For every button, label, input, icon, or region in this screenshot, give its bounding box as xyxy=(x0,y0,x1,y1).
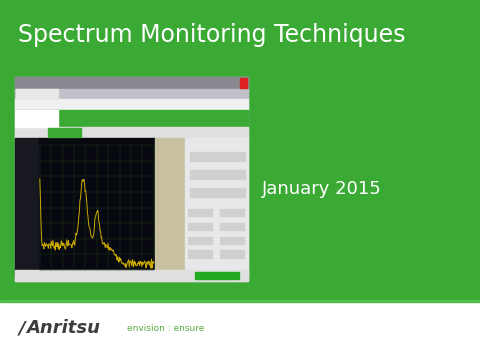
Bar xyxy=(15,138,38,277)
Bar xyxy=(15,110,59,127)
Bar xyxy=(15,99,248,110)
Text: Spectrum Monitoring Techniques: Spectrum Monitoring Techniques xyxy=(18,23,406,48)
Bar xyxy=(189,209,213,217)
Bar xyxy=(0,301,480,302)
Bar xyxy=(15,77,248,281)
Bar xyxy=(0,0,480,301)
Bar xyxy=(15,270,248,281)
Bar xyxy=(240,78,247,87)
Bar xyxy=(189,237,213,245)
Bar xyxy=(15,89,248,99)
Bar xyxy=(16,89,58,99)
Bar xyxy=(155,138,185,277)
Text: Anritsu: Anritsu xyxy=(26,319,100,337)
Bar xyxy=(220,209,245,217)
Text: January 2015: January 2015 xyxy=(262,180,381,198)
Bar xyxy=(15,110,248,127)
Text: /: / xyxy=(18,319,25,337)
Bar xyxy=(195,272,239,279)
Bar xyxy=(0,301,480,360)
Bar xyxy=(189,223,213,231)
Bar xyxy=(185,138,248,277)
Bar xyxy=(191,188,246,198)
Bar xyxy=(220,251,245,259)
Bar xyxy=(191,152,246,162)
Bar xyxy=(15,127,248,138)
Bar xyxy=(220,223,245,231)
Text: envision : ensure: envision : ensure xyxy=(127,324,204,333)
Bar xyxy=(220,237,245,245)
Bar xyxy=(48,128,81,137)
Bar xyxy=(38,138,155,277)
Bar xyxy=(189,251,213,259)
Bar xyxy=(191,170,246,180)
Bar xyxy=(15,77,248,89)
